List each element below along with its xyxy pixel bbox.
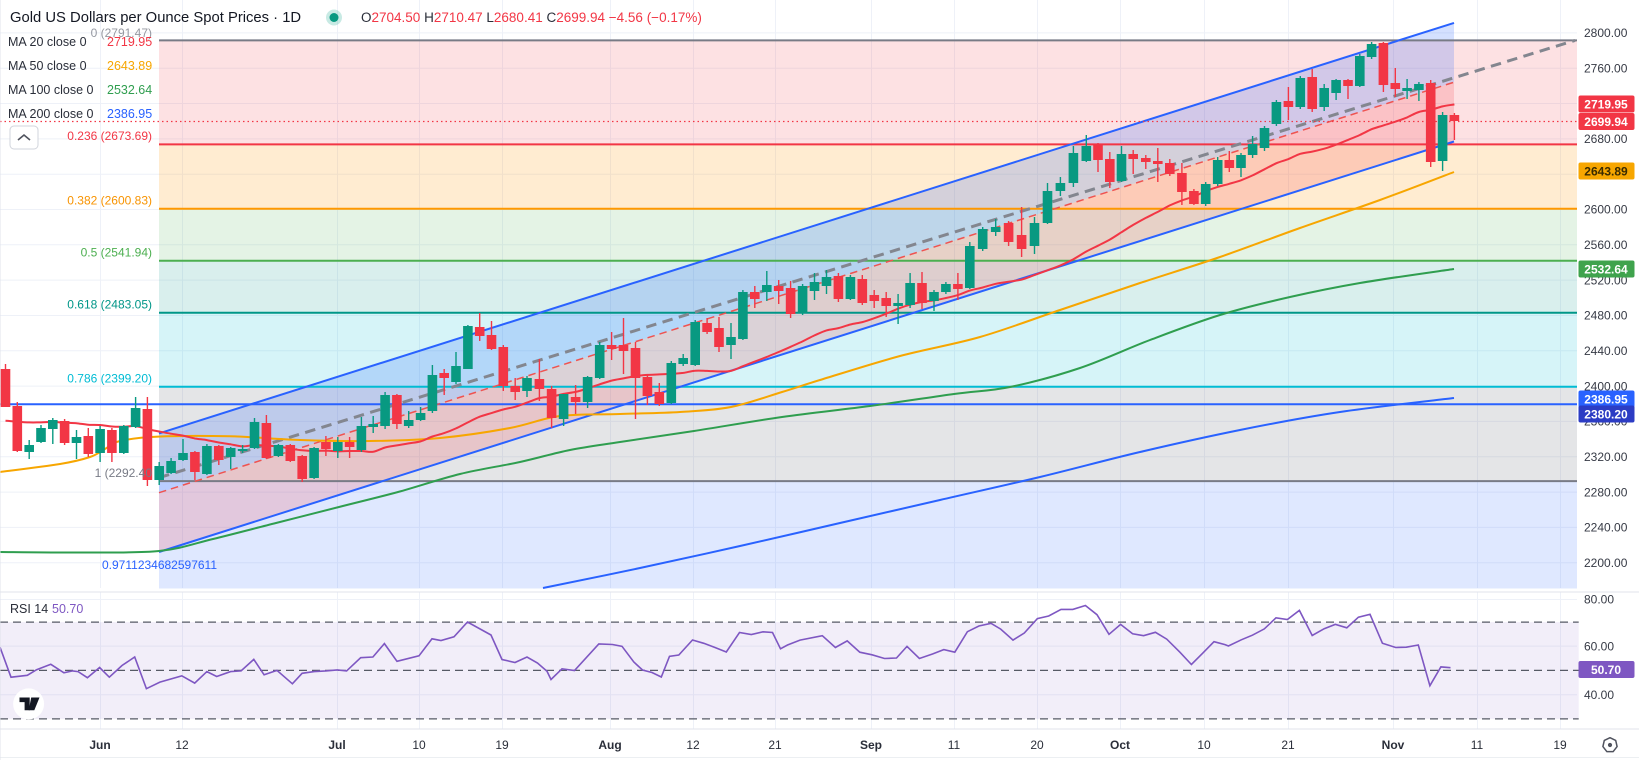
svg-text:O2704.50 H2710.47 L2680.41 C26: O2704.50 H2710.47 L2680.41 C2699.94 −4.5… bbox=[361, 10, 702, 25]
svg-text:Jun: Jun bbox=[89, 738, 110, 752]
svg-text:10: 10 bbox=[1197, 738, 1211, 752]
svg-text:0.786 (2399.20): 0.786 (2399.20) bbox=[67, 372, 152, 386]
svg-text:11: 11 bbox=[1471, 738, 1484, 752]
svg-text:2440.00: 2440.00 bbox=[1584, 344, 1628, 358]
svg-text:Gold US Dollars per Ounce Spot: Gold US Dollars per Ounce Spot Prices · … bbox=[10, 10, 301, 26]
svg-text:11: 11 bbox=[948, 738, 961, 752]
svg-text:0.618 (2483.05): 0.618 (2483.05) bbox=[67, 298, 152, 312]
svg-text:40.00: 40.00 bbox=[1584, 688, 1614, 702]
svg-text:60.00: 60.00 bbox=[1584, 639, 1614, 653]
svg-text:MA 50 close 0: MA 50 close 0 bbox=[8, 59, 87, 73]
svg-text:RSI 14: RSI 14 bbox=[10, 602, 48, 616]
svg-text:20: 20 bbox=[1030, 738, 1044, 752]
svg-text:2719.95: 2719.95 bbox=[107, 35, 152, 49]
svg-text:12: 12 bbox=[175, 738, 189, 752]
svg-text:50.70: 50.70 bbox=[52, 602, 83, 616]
svg-text:2680.00: 2680.00 bbox=[1584, 132, 1628, 146]
svg-text:21: 21 bbox=[768, 738, 782, 752]
svg-text:2386.95: 2386.95 bbox=[1584, 392, 1628, 406]
svg-text:0.382 (2600.83): 0.382 (2600.83) bbox=[67, 194, 152, 208]
svg-text:MA 20 close 0: MA 20 close 0 bbox=[8, 35, 87, 49]
svg-text:2643.89: 2643.89 bbox=[1584, 164, 1628, 178]
svg-text:2643.89: 2643.89 bbox=[107, 59, 152, 73]
svg-text:50.70: 50.70 bbox=[1591, 663, 1621, 677]
svg-text:Sep: Sep bbox=[860, 738, 882, 752]
svg-text:2480.00: 2480.00 bbox=[1584, 309, 1628, 323]
svg-text:19: 19 bbox=[1553, 738, 1567, 752]
svg-text:80.00: 80.00 bbox=[1584, 593, 1614, 607]
svg-text:2386.95: 2386.95 bbox=[107, 107, 152, 121]
svg-text:2400.00: 2400.00 bbox=[1584, 379, 1628, 393]
svg-text:MA 200 close 0: MA 200 close 0 bbox=[8, 107, 94, 121]
svg-text:Oct: Oct bbox=[1110, 738, 1130, 752]
svg-text:2240.00: 2240.00 bbox=[1584, 521, 1628, 535]
svg-text:2699.94: 2699.94 bbox=[1584, 115, 1628, 129]
svg-text:2600.00: 2600.00 bbox=[1584, 203, 1628, 217]
svg-text:2800.00: 2800.00 bbox=[1584, 26, 1628, 40]
svg-text:2380.20: 2380.20 bbox=[1584, 407, 1628, 421]
svg-text:2560.00: 2560.00 bbox=[1584, 238, 1628, 252]
svg-text:2532.64: 2532.64 bbox=[107, 83, 152, 97]
svg-text:Jul: Jul bbox=[328, 738, 345, 752]
svg-text:MA 100 close 0: MA 100 close 0 bbox=[8, 83, 94, 97]
svg-text:2200.00: 2200.00 bbox=[1584, 556, 1628, 570]
svg-text:21: 21 bbox=[1281, 738, 1295, 752]
svg-text:Aug: Aug bbox=[598, 738, 621, 752]
svg-text:19: 19 bbox=[495, 738, 509, 752]
svg-text:0.5 (2541.94): 0.5 (2541.94) bbox=[81, 246, 152, 260]
svg-text:1 (2292.40: 1 (2292.40 bbox=[95, 466, 153, 480]
svg-text:0.9711234682597611: 0.9711234682597611 bbox=[102, 558, 217, 572]
svg-text:2280.00: 2280.00 bbox=[1584, 485, 1628, 499]
svg-text:0.236 (2673.69): 0.236 (2673.69) bbox=[67, 129, 152, 143]
svg-text:0 (2791.47): 0 (2791.47) bbox=[91, 26, 152, 40]
svg-text:10: 10 bbox=[412, 738, 426, 752]
svg-text:2760.00: 2760.00 bbox=[1584, 61, 1628, 75]
svg-text:12: 12 bbox=[686, 738, 700, 752]
svg-text:Nov: Nov bbox=[1382, 738, 1405, 752]
svg-text:2320.00: 2320.00 bbox=[1584, 450, 1628, 464]
svg-text:2719.95: 2719.95 bbox=[1584, 97, 1628, 111]
svg-text:2532.64: 2532.64 bbox=[1584, 262, 1628, 276]
